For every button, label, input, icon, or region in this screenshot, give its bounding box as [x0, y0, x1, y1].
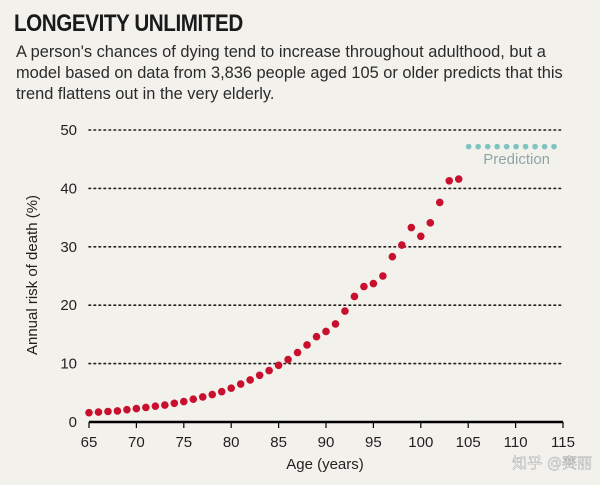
observed-point	[417, 232, 425, 241]
x-tick-label: 100	[408, 434, 433, 451]
observed-point	[454, 175, 463, 183]
observed-point	[350, 292, 359, 301]
observed-point	[236, 380, 245, 388]
observed-point	[255, 371, 264, 380]
observed-point	[85, 408, 93, 417]
y-axis-title: Annual risk of death (%)	[24, 195, 41, 355]
observed-point	[180, 397, 188, 406]
prediction-point	[465, 143, 472, 150]
observed-point	[435, 198, 444, 207]
x-tick-label: 115	[551, 434, 575, 451]
observed-point	[94, 408, 103, 416]
observed-point	[341, 307, 349, 315]
prediction-series	[465, 143, 557, 150]
x-tick-label: 110	[504, 434, 528, 451]
observed-point	[123, 405, 131, 414]
x-tick-label: 70	[128, 434, 145, 451]
observed-point	[227, 384, 235, 392]
prediction-point	[494, 143, 500, 150]
observed-point	[398, 241, 406, 249]
x-tick-label: 105	[456, 434, 481, 451]
chart-title: LONGEVITY UNLIMITED	[14, 10, 243, 37]
prediction-legend-label: Prediction	[483, 151, 550, 168]
observed-point	[217, 387, 226, 396]
observed-point	[388, 252, 397, 261]
prediction-point	[551, 143, 557, 150]
prediction-point	[513, 143, 519, 150]
observed-point	[208, 390, 217, 399]
observed-point	[246, 376, 254, 384]
observed-point	[379, 272, 387, 280]
observed-point	[198, 393, 207, 401]
x-tick-label: 80	[223, 434, 240, 451]
observed-point	[426, 219, 435, 227]
observed-point	[142, 403, 150, 412]
tick-labels: 0 10 20 30 40 50 65 70 75 80 85 90 95 100 105 110 115	[60, 122, 575, 451]
observed-point	[113, 407, 122, 415]
observed-point	[360, 282, 368, 291]
x-tick-label: 90	[318, 434, 335, 451]
observed-point	[407, 223, 416, 232]
observed-point	[369, 279, 378, 288]
chart-subtitle: A person's chances of dying tend to incr…	[16, 43, 563, 103]
observed-point	[274, 361, 283, 370]
observed-point	[170, 399, 179, 408]
x-tick-label: 65	[81, 434, 98, 451]
observed-point	[189, 395, 198, 404]
x-axis-title: Age (years)	[286, 456, 364, 473]
observed-point	[132, 404, 141, 413]
observed-point	[151, 402, 160, 411]
observed-point	[331, 320, 340, 328]
watermark: 知乎 @赛丽	[512, 454, 592, 472]
x-tick-label: 75	[175, 434, 192, 451]
x-tick-label: 95	[365, 434, 382, 451]
observed-point	[265, 366, 273, 375]
observed-point	[284, 355, 292, 364]
observed-point	[303, 341, 311, 349]
observed-point	[312, 332, 321, 341]
axes	[88, 420, 564, 428]
gridlines	[88, 129, 564, 365]
observed-point	[322, 327, 330, 336]
observed-point	[445, 177, 454, 185]
prediction-point	[532, 143, 538, 150]
prediction-point	[541, 143, 548, 150]
y-tick-label: 40	[60, 180, 77, 197]
prediction-point	[503, 143, 510, 150]
prediction-point	[475, 143, 481, 150]
prediction-point	[522, 143, 529, 150]
observed-point	[104, 407, 112, 416]
observed-point	[161, 401, 169, 409]
y-tick-label: 30	[60, 239, 77, 256]
y-tick-label: 50	[60, 122, 77, 139]
y-tick-label: 0	[69, 414, 77, 431]
x-tick-label: 85	[270, 434, 287, 451]
y-tick-label: 20	[60, 297, 77, 314]
observed-point	[293, 348, 302, 357]
observed-series	[85, 175, 463, 417]
prediction-point	[484, 143, 491, 150]
y-tick-label: 10	[60, 356, 77, 373]
